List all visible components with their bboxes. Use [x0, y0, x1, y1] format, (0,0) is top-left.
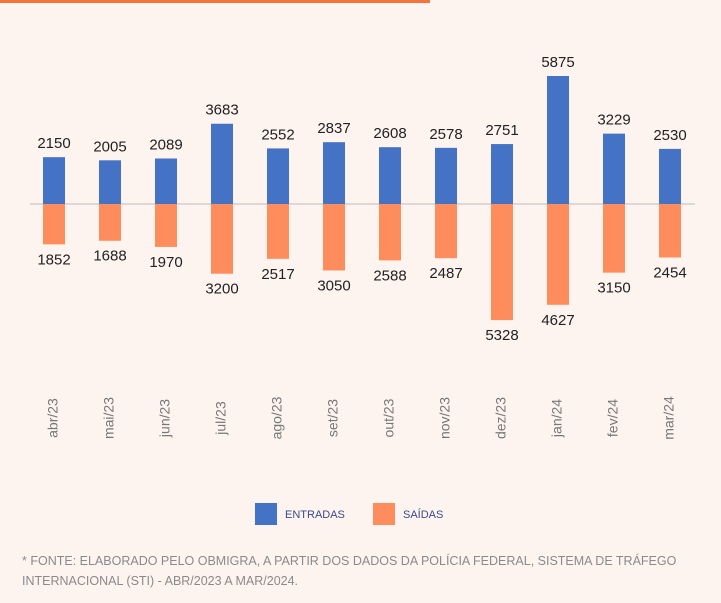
- bar: [155, 158, 177, 204]
- x-tick-label: set/23: [325, 399, 341, 437]
- data-label: 2552: [261, 126, 294, 143]
- data-label: 2454: [653, 264, 686, 281]
- bar: [323, 142, 345, 204]
- data-label: 3150: [597, 280, 630, 297]
- x-tick-label: jul/23: [213, 401, 229, 436]
- legend-swatch: [255, 503, 277, 525]
- bar: [99, 160, 121, 204]
- bar: [211, 123, 233, 204]
- x-tick-label: jan/24: [549, 399, 565, 438]
- x-tick-label: abr/23: [45, 398, 61, 438]
- bar: [379, 147, 401, 204]
- x-tick-label: mai/23: [101, 397, 117, 439]
- x-tick-label: mar/24: [661, 396, 677, 440]
- data-label: 2578: [429, 126, 462, 143]
- footnote: * FONTE: ELABORADO PELO OBMIGRA, A PARTI…: [22, 554, 677, 588]
- data-label: 3683: [205, 102, 238, 119]
- bar: [547, 76, 569, 204]
- data-label: 3050: [317, 277, 350, 294]
- bar: [603, 204, 625, 273]
- bar: [491, 204, 513, 321]
- data-label: 2517: [261, 266, 294, 283]
- data-label: 3200: [205, 281, 238, 298]
- data-label: 2150: [37, 135, 70, 152]
- data-label: 3229: [597, 112, 630, 129]
- bar: [99, 204, 121, 241]
- legend-label: SAÍDAS: [403, 508, 443, 521]
- bar: [435, 204, 457, 259]
- bar: [491, 144, 513, 204]
- x-tick-label: out/23: [381, 398, 397, 437]
- x-tick-label: jun/23: [157, 399, 173, 438]
- x-tick-label: nov/23: [437, 397, 453, 439]
- data-label: 2751: [485, 122, 518, 139]
- data-label: 4627: [541, 312, 574, 329]
- data-label: 2487: [429, 265, 462, 282]
- data-label: 1970: [149, 254, 182, 271]
- data-label: 2005: [93, 138, 126, 155]
- bar: [547, 204, 569, 305]
- bar: [155, 204, 177, 247]
- legend-swatch: [373, 503, 395, 525]
- bar: [659, 148, 681, 204]
- bar: [379, 204, 401, 261]
- x-tick-label: ago/23: [269, 396, 285, 439]
- bar: [267, 204, 289, 259]
- bar: [267, 148, 289, 204]
- legend-label: ENTRADAS: [285, 509, 345, 521]
- data-label: 2608: [373, 125, 406, 142]
- data-label: 5328: [485, 327, 518, 344]
- bar: [323, 204, 345, 271]
- data-label: 2837: [317, 120, 350, 137]
- bar: [603, 133, 625, 204]
- bar: [43, 157, 65, 204]
- data-label: 1852: [37, 251, 70, 268]
- data-label: 5875: [541, 54, 574, 71]
- data-label: 2089: [149, 136, 182, 153]
- data-label: 2530: [653, 127, 686, 144]
- bar: [659, 204, 681, 258]
- top-accent: [0, 0, 430, 3]
- bar: [211, 204, 233, 274]
- x-tick-label: fev/24: [605, 399, 621, 437]
- bar: [43, 204, 65, 245]
- x-tick-label: dez/23: [493, 397, 509, 439]
- bar: [435, 147, 457, 204]
- data-label: 2588: [373, 267, 406, 284]
- data-label: 1688: [93, 248, 126, 265]
